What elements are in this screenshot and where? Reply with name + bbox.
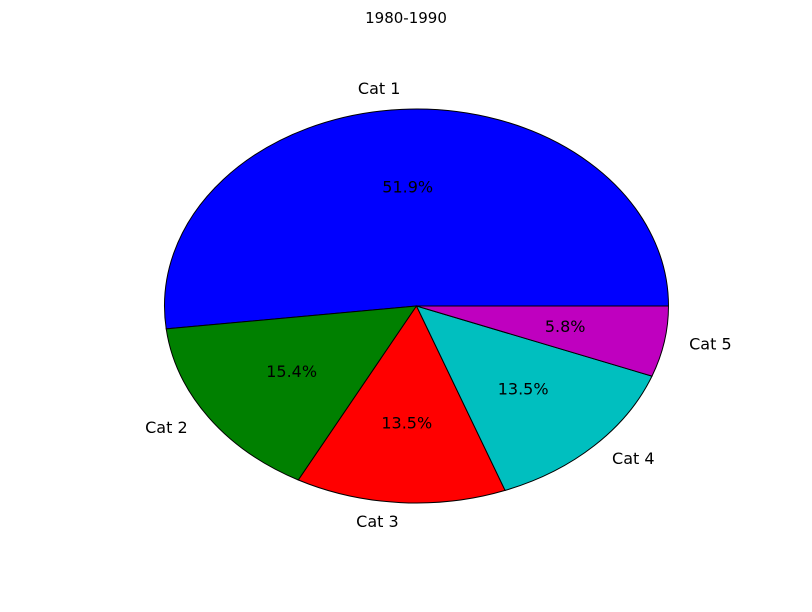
pie-slices <box>164 108 670 504</box>
slice-label-5: Cat 5 <box>689 335 732 354</box>
slice-label-1: Cat 1 <box>358 79 401 98</box>
slice-percent-4: 13.5% <box>498 379 549 398</box>
chart-title: 1980-1990 <box>365 9 447 27</box>
pie-slice-3 <box>297 305 506 504</box>
slice-percent-5: 5.8% <box>545 317 586 336</box>
pie-slice-5 <box>416 305 670 377</box>
slice-label-2: Cat 2 <box>145 418 188 437</box>
pie-slice-1 <box>164 108 670 330</box>
slice-percent-3: 13.5% <box>381 413 432 432</box>
slice-percent-1: 51.9% <box>382 177 433 196</box>
slice-percent-2: 15.4% <box>266 362 317 381</box>
pie-slice-2 <box>165 305 418 481</box>
slice-label-3: Cat 3 <box>356 512 399 531</box>
pie-labels: Cat 1 51.9% Cat 2 15.4% Cat 3 13.5% Cat 4 13.5%… <box>145 79 732 531</box>
slice-label-4: Cat 4 <box>612 449 655 468</box>
pie-slice-4 <box>415 305 653 492</box>
